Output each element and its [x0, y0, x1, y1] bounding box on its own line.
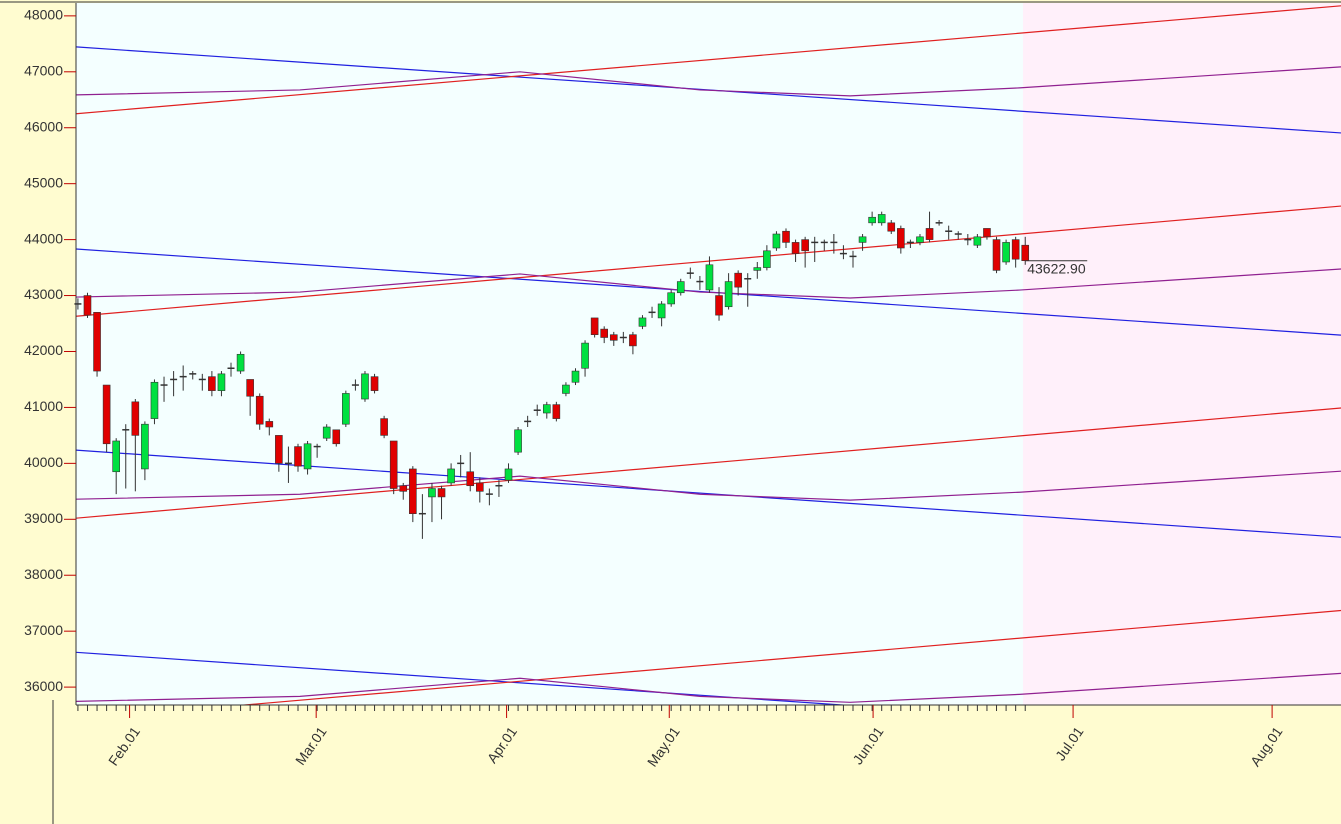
y-tick-label: 45000	[24, 174, 63, 190]
candle-body	[772, 233, 781, 249]
candle-body	[208, 376, 216, 391]
candle-body	[638, 317, 647, 327]
candle-body	[983, 228, 991, 238]
candle-body	[504, 468, 513, 481]
candle-body	[887, 222, 896, 232]
y-tick-label: 42000	[24, 342, 63, 358]
candle-body	[141, 423, 149, 470]
candle-body	[791, 242, 800, 254]
candle-body	[925, 228, 934, 240]
candle-body	[150, 381, 159, 419]
candle-body	[332, 429, 341, 445]
candle-body	[724, 281, 733, 308]
candle-body	[112, 440, 120, 473]
y-tick-label: 38000	[24, 566, 63, 582]
y-tick-label: 39000	[24, 510, 63, 526]
candle-body	[763, 250, 771, 268]
last-price-label: 43622.90	[1027, 260, 1086, 276]
channel-line	[76, 449, 1341, 538]
candle-body	[992, 239, 1001, 271]
candle-body	[294, 446, 302, 467]
candle-body	[734, 272, 742, 288]
candle-body	[102, 384, 111, 445]
candle-body	[715, 295, 723, 316]
candle-body	[858, 236, 867, 243]
candle-body	[609, 334, 618, 341]
candle-body	[1002, 242, 1010, 263]
y-tick-label: 40000	[24, 454, 63, 470]
candle-body	[705, 264, 714, 291]
overlay-group	[76, 5, 1341, 705]
candle-body	[322, 426, 331, 439]
candle-body	[428, 488, 436, 498]
y-tick-label: 37000	[24, 622, 63, 638]
candle-body	[409, 468, 417, 514]
candle-body	[753, 267, 762, 271]
candle-body	[370, 376, 379, 391]
candle-body	[389, 440, 398, 489]
plot-area	[76, 3, 1023, 705]
candle-body	[265, 421, 274, 428]
candle-body	[562, 384, 570, 394]
candle-body	[131, 401, 140, 436]
candle-body	[437, 488, 446, 498]
candle-body	[476, 482, 484, 492]
candle-body	[93, 312, 101, 372]
candle-body	[466, 471, 475, 487]
channel-line	[76, 268, 1341, 299]
y-tick-label: 48000	[24, 7, 63, 23]
candle-body	[877, 214, 886, 224]
candle-body	[399, 485, 408, 492]
candle-body	[581, 342, 589, 369]
candle-body	[236, 353, 245, 372]
y-tick-label: 47000	[24, 63, 63, 79]
channel-line	[76, 407, 1341, 519]
candle-body	[571, 370, 580, 383]
candle-body	[255, 395, 264, 425]
candle-body	[676, 281, 685, 294]
candle-body	[629, 334, 637, 347]
future-area	[1023, 3, 1341, 705]
channel-line	[76, 205, 1341, 317]
y-tick-label: 44000	[24, 230, 63, 246]
candle-group: 43622.90	[74, 211, 1088, 539]
candle-body	[380, 418, 388, 436]
candle-body	[657, 303, 666, 319]
channel-line	[237, 609, 1341, 705]
y-tick-label: 43000	[24, 286, 63, 302]
candle-body	[590, 317, 599, 336]
candle-body	[801, 239, 809, 252]
candle-body	[782, 230, 790, 243]
candle-body	[83, 295, 92, 316]
candle-body	[542, 404, 551, 414]
channel-line	[76, 651, 852, 705]
candle-body	[600, 328, 608, 338]
candle-body	[667, 292, 675, 305]
candle-body	[916, 236, 924, 243]
y-tick-label: 36000	[24, 678, 63, 694]
channel-line	[76, 5, 1341, 115]
candle-body	[973, 236, 982, 246]
y-tick-label: 46000	[24, 118, 63, 134]
candle-body	[514, 429, 522, 453]
y-tick-label: 41000	[24, 398, 63, 414]
channel-line	[76, 672, 1341, 703]
candle-body	[897, 228, 905, 249]
candle-body	[303, 443, 312, 470]
candle-body	[275, 435, 283, 464]
candle-body	[342, 393, 350, 425]
channel-line	[76, 470, 1341, 501]
candle-body	[217, 373, 226, 391]
candle-body	[552, 404, 561, 419]
candle-body	[447, 468, 455, 484]
candle-body	[246, 379, 254, 397]
candle-body	[361, 373, 369, 400]
candle-body	[868, 216, 876, 224]
candle-body	[1011, 239, 1020, 260]
channel-line	[76, 66, 1341, 97]
candle-body	[1021, 244, 1030, 262]
